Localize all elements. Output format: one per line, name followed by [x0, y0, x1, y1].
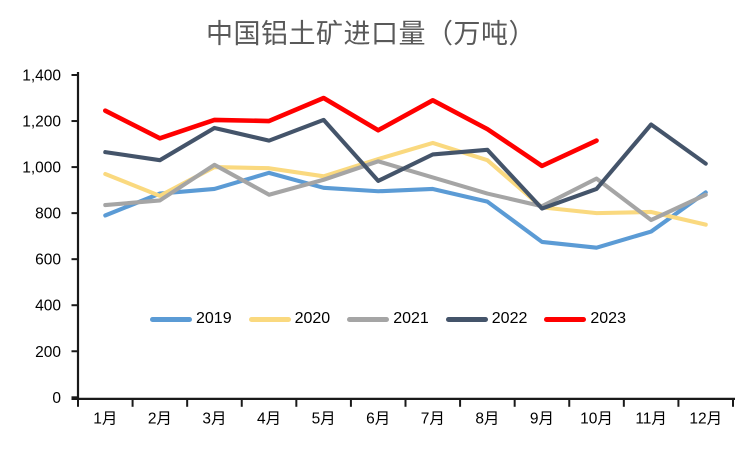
legend-label-2023: 2023 [590, 310, 626, 327]
legend-swatch-2021 [347, 316, 390, 322]
y-axis-tick-label: 800 [35, 206, 61, 223]
legend-item-2023: 2023 [544, 311, 626, 327]
y-axis-tick-label: 1,400 [22, 68, 61, 85]
y-axis-tick-label: 0 [52, 390, 61, 407]
x-axis-month-label: 8月 [475, 410, 499, 427]
legend-label-2020: 2020 [294, 310, 331, 327]
y-axis-tick-label: 600 [35, 252, 61, 269]
legend-label-2019: 2019 [196, 310, 232, 327]
x-axis-month-label: 4月 [257, 410, 281, 427]
x-axis-month-label: 3月 [202, 410, 226, 427]
y-axis-tick-label: 1,200 [22, 114, 61, 131]
series-line-2020 [103, 140, 708, 227]
x-axis-month-label: 5月 [312, 410, 336, 427]
legend-label-2022: 2022 [491, 310, 528, 327]
x-axis-month-label: 11月 [635, 410, 667, 427]
chart-legend: 2019 2020 2021 2022 2023 [150, 311, 626, 327]
x-axis-month-label: 6月 [366, 410, 390, 427]
legend-swatch-2023 [544, 316, 587, 322]
x-axis-month-label: 1月 [93, 410, 117, 427]
series-line-2022 [103, 117, 708, 211]
chart-title: 中国铝土矿进口量（万吨） [206, 19, 536, 49]
y-axis-tick-label: 400 [35, 298, 61, 315]
legend-item-2019: 2019 [150, 311, 232, 327]
y-axis-tick-label: 1,000 [22, 160, 61, 177]
legend-swatch-2020 [248, 316, 291, 322]
legend-label-2021: 2021 [393, 310, 429, 327]
x-axis-month-label: 2月 [148, 410, 172, 427]
legend-swatch-2022 [445, 316, 488, 322]
x-axis-month-label: 7月 [421, 410, 445, 427]
legend-item-2020: 2020 [248, 310, 331, 327]
x-axis-month-label: 10月 [580, 410, 613, 427]
y-axis-tick-label: 200 [35, 344, 61, 361]
x-axis-month-label: 9月 [530, 410, 554, 427]
legend-item-2022: 2022 [445, 310, 528, 327]
x-axis-month-label: 12月 [689, 410, 722, 427]
series-line-2023 [102, 95, 599, 169]
series-line-2019 [103, 170, 708, 250]
legend-swatch-2019 [150, 316, 192, 322]
legend-item-2021: 2021 [347, 311, 429, 327]
